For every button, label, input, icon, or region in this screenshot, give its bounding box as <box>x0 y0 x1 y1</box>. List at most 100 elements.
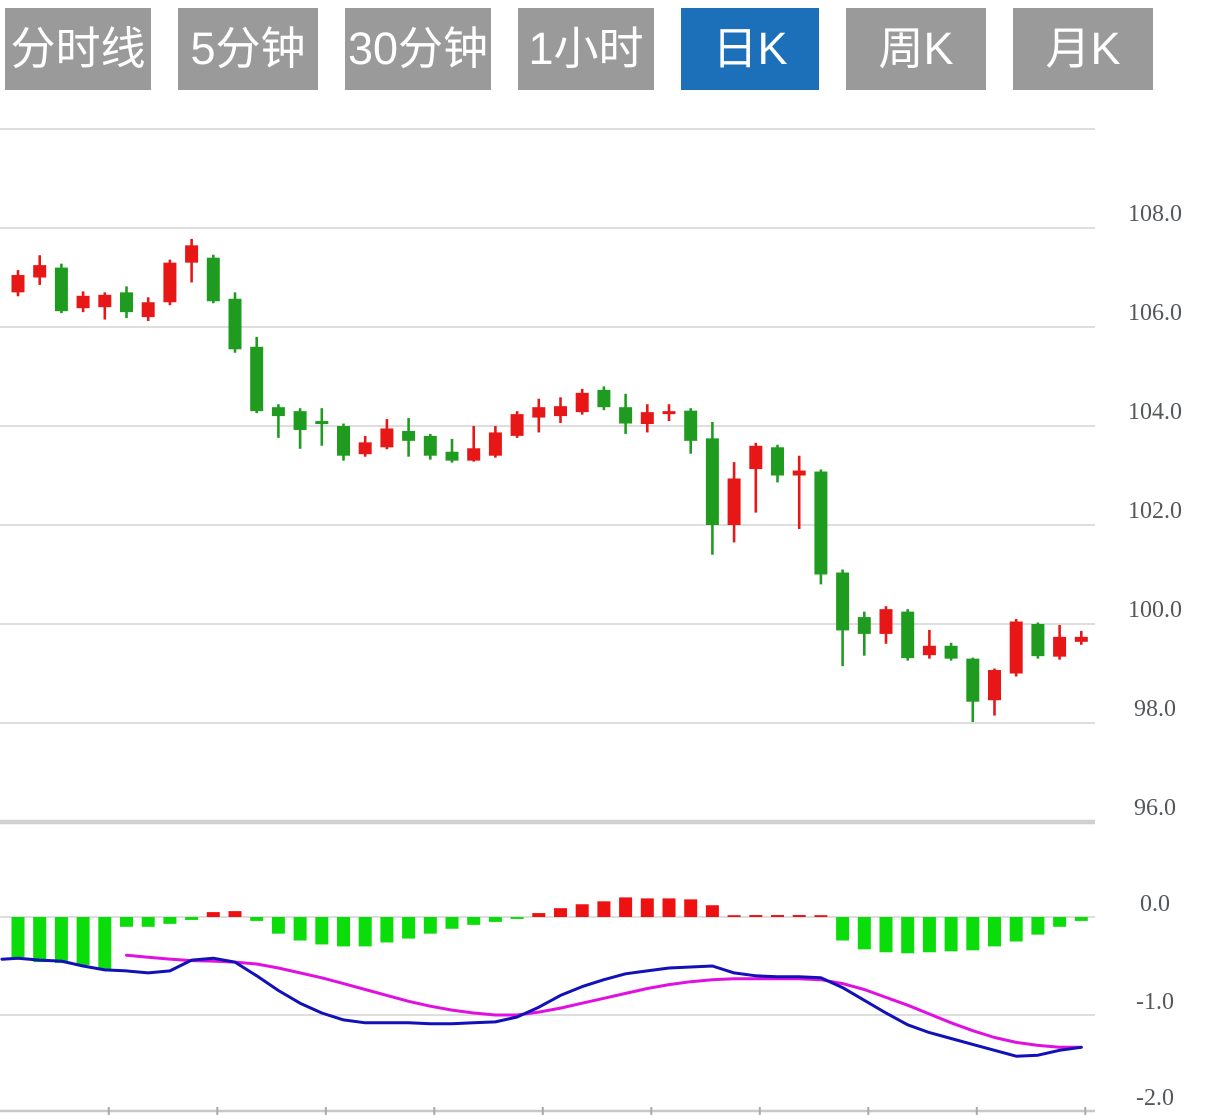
macd-histogram-bar <box>727 915 741 917</box>
macd-histogram-bar <box>857 917 871 950</box>
macd-histogram-bar <box>141 917 155 927</box>
candle-body <box>684 410 698 441</box>
macd-histogram-bar <box>1074 917 1088 921</box>
macd-histogram-bar <box>944 917 958 952</box>
macd-histogram-bar <box>640 898 654 917</box>
price-axis-label: 106.0 <box>1128 300 1182 326</box>
tab-30min[interactable]: 30分钟 <box>345 8 491 90</box>
period-toolbar: 分时线 5分钟 30分钟 1小时 日K 周K 月K <box>0 8 1153 90</box>
candle-body <box>944 645 958 659</box>
candle-body <box>402 430 416 441</box>
candle-body <box>1009 621 1023 674</box>
candle-body <box>271 407 285 417</box>
price-axis-label: 96.0 <box>1134 795 1176 821</box>
candle-body <box>33 265 47 278</box>
macd-histogram-bar <box>554 908 567 917</box>
candle-body <box>510 414 524 436</box>
macd-histogram-bar <box>293 917 307 941</box>
tab-monthly-k[interactable]: 月K <box>1013 8 1153 90</box>
macd-histogram-bar <box>771 915 784 917</box>
candle-body <box>792 470 806 476</box>
candle-body <box>1053 636 1067 657</box>
macd-histogram-bar <box>922 917 936 953</box>
macd-histogram-bar <box>836 917 850 941</box>
macd-histogram-bar <box>966 917 980 951</box>
tab-daily-k[interactable]: 日K <box>681 8 819 90</box>
candle-body <box>467 448 481 461</box>
candle-body <box>532 407 546 418</box>
candle-body <box>488 432 502 456</box>
macd-axis-label: 0.0 <box>1140 891 1170 917</box>
candle-body <box>619 407 633 424</box>
candle-body <box>380 428 394 448</box>
macd-histogram-bar <box>1009 917 1023 942</box>
candle-body <box>705 438 719 525</box>
macd-histogram-bar <box>54 917 68 964</box>
candle-body <box>1074 636 1088 642</box>
candle-body <box>250 346 264 412</box>
macd-histogram-bar <box>98 917 112 970</box>
macd-histogram-bar <box>814 915 828 917</box>
candle-body <box>575 392 589 413</box>
candle-body <box>771 447 784 476</box>
macd-histogram-bar <box>901 917 915 954</box>
macd-histogram-bar <box>250 917 264 921</box>
candle-body <box>662 411 676 415</box>
candle-body <box>857 617 871 634</box>
tab-5min[interactable]: 5分钟 <box>178 8 318 90</box>
dea-line <box>125 953 1083 1049</box>
macd-histogram-bar <box>358 917 372 947</box>
candle-body <box>554 406 567 417</box>
price-axis-label: 102.0 <box>1128 498 1182 524</box>
macd-histogram-bar <box>163 917 177 924</box>
tab-minute-line[interactable]: 分时线 <box>5 8 151 90</box>
macd-histogram-bar <box>33 917 47 963</box>
macd-histogram-bar <box>445 917 459 929</box>
candle-body <box>293 411 307 430</box>
candle-body <box>597 389 611 408</box>
macd-histogram-bar <box>380 917 394 943</box>
candle-body <box>337 426 350 456</box>
macd-histogram-bar <box>510 917 524 919</box>
macd-histogram-bar <box>185 917 199 920</box>
candle-body <box>185 245 199 263</box>
candle-body <box>1031 624 1045 657</box>
candle-body <box>358 442 372 455</box>
macd-histogram-bar <box>467 917 481 925</box>
dif-line <box>0 956 1083 1058</box>
macd-axis-label: -2.0 <box>1136 1085 1174 1111</box>
candle-body <box>141 302 155 318</box>
candle-body <box>445 451 459 461</box>
candle-body <box>54 267 68 312</box>
candle-body <box>228 298 242 350</box>
macd-histogram-bar <box>271 917 285 934</box>
macd-histogram-bar <box>228 911 242 917</box>
tab-1hour[interactable]: 1小时 <box>518 8 654 90</box>
macd-histogram-bar <box>423 917 437 934</box>
tab-weekly-k[interactable]: 周K <box>846 8 986 90</box>
price-axis-label: 104.0 <box>1128 399 1182 425</box>
candle-body <box>836 572 850 631</box>
candle-body <box>98 294 112 308</box>
macd-histogram-bar <box>488 917 502 922</box>
candle-body <box>120 292 133 313</box>
candle-body <box>879 609 893 634</box>
macd-histogram-bar <box>337 917 350 947</box>
macd-histogram-bar <box>792 915 806 917</box>
macd-histogram-bar <box>662 898 676 917</box>
candle-body <box>315 421 329 425</box>
macd-histogram-bar <box>705 905 719 917</box>
candle-body <box>76 295 90 309</box>
macd-axis-label: -1.0 <box>1136 989 1174 1015</box>
macd-histogram-bar <box>597 901 611 917</box>
candle-body <box>423 435 437 456</box>
candle-body <box>814 471 828 575</box>
candle-body <box>966 658 980 702</box>
macd-histogram-bar <box>315 917 329 945</box>
macd-histogram-bar <box>575 904 589 917</box>
macd-histogram-bar <box>879 917 893 953</box>
macd-histogram-bar <box>684 899 698 917</box>
macd-histogram-bar <box>402 917 416 939</box>
price-axis-label: 108.0 <box>1128 201 1182 227</box>
